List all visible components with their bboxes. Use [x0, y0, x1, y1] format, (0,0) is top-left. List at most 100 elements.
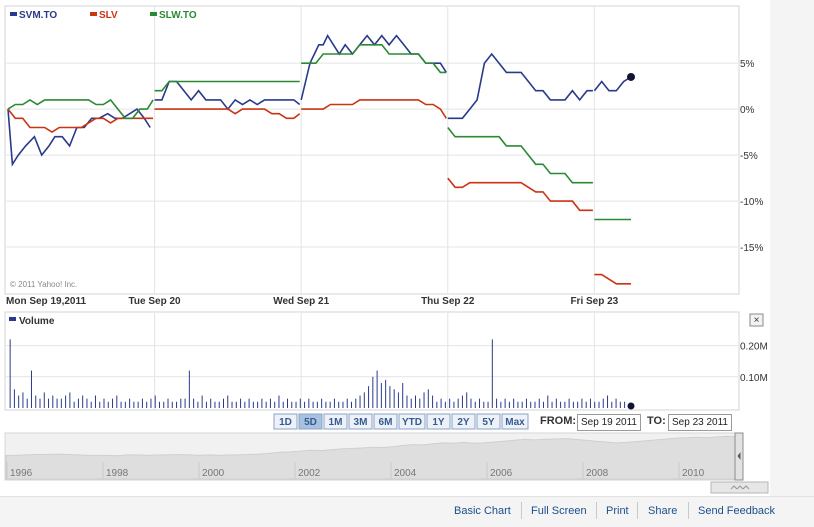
basic-chart-link[interactable]: Basic Chart [454, 505, 511, 517]
x-tick-label: Thu Sep 22 [421, 296, 475, 307]
volume-swatch [9, 317, 16, 321]
volume-last-marker [627, 402, 635, 410]
y-tick-label: 0% [740, 105, 755, 116]
footer-divider [688, 502, 689, 519]
y-axis: 5% 0% -5% -10% -15% [740, 59, 763, 254]
series-line-slw-to [154, 80, 300, 92]
volume-label: Volume [19, 316, 55, 327]
timeline-year-label: 1996 [10, 468, 33, 479]
gridlines [6, 7, 738, 293]
range-button-2y[interactable]: 2Y [451, 413, 476, 430]
timeline-years: 1996 1998 2000 2002 2004 2006 2008 2010 [6, 462, 705, 479]
range-button-label: 1M [329, 417, 343, 428]
range-button-bg [273, 413, 298, 430]
range-button-bg [426, 413, 451, 430]
footer-bar: Basic Chart Full Screen Print Share Send… [0, 496, 814, 527]
timeline-scrollbar[interactable] [710, 481, 769, 494]
timeline-year-label: 2000 [202, 468, 225, 479]
timeline-year-label: 2008 [586, 468, 609, 479]
volume-close-button[interactable]: × [749, 313, 764, 327]
send-feedback-link[interactable]: Send Feedback [698, 505, 776, 517]
range-button-label: 6M [379, 417, 393, 428]
main-plot-area [4, 5, 740, 295]
range-button-bg [373, 413, 398, 430]
y-tick-label: 5% [740, 59, 755, 70]
range-button-3m[interactable]: 3M [348, 413, 373, 430]
legend-swatch [90, 12, 97, 16]
x-tick-label: Tue Sep 20 [129, 296, 181, 307]
legend-label: SLV [99, 10, 118, 21]
range-button-bg [451, 413, 476, 430]
footer-divider [637, 502, 638, 519]
to-label: TO: [647, 415, 666, 427]
range-button-label: YTD [402, 417, 422, 428]
last-point-marker [627, 72, 635, 81]
x-tick-label: Wed Sep 21 [273, 296, 329, 307]
chart-canvas: 5% 0% -5% -10% -15% Mon Sep 19,2011 Tue Sep 2… [4, 5, 769, 494]
range-button-6m[interactable]: 6M [373, 413, 398, 430]
range-button-label: 1D [279, 417, 292, 428]
close-icon: × [754, 315, 760, 326]
range-button-1m[interactable]: 1M [323, 413, 348, 430]
series-line-svm-to [593, 76, 632, 92]
range-button-1y[interactable]: 1Y [426, 413, 451, 430]
range-button-5d[interactable]: 5D [298, 413, 323, 430]
timeline-area [5, 435, 739, 480]
scroll-grip-icon [730, 485, 750, 490]
footer-divider [596, 502, 597, 519]
range-button-bg [501, 413, 529, 430]
legend-swatch [150, 12, 157, 16]
volume-tick-label: 0.20M [740, 342, 768, 353]
range-button-label: Max [505, 417, 525, 428]
legend-label: SLW.TO [159, 10, 197, 21]
volume-y-axis: 0.20M 0.10M [740, 342, 768, 384]
range-button-max[interactable]: Max [501, 413, 529, 430]
right-gutter [770, 0, 814, 526]
y-tick-label: -10% [740, 197, 763, 208]
y-tick-label: -15% [740, 243, 763, 254]
full-screen-link[interactable]: Full Screen [531, 505, 587, 517]
range-button-label: 5D [304, 417, 317, 428]
volume-tick-label: 0.10M [740, 373, 768, 384]
range-button-label: 5Y [482, 417, 495, 428]
series-line-slv [154, 108, 301, 120]
chart-frame: 5% 0% -5% -10% -15% Mon Sep 19,2011 Tue Sep 2… [4, 0, 771, 496]
series-line-svm-to [447, 52, 593, 120]
series-line-slv [447, 177, 593, 212]
range-button-bg [476, 413, 501, 430]
from-date-input[interactable]: Sep 19 2011 [577, 414, 641, 431]
range-button-ytd[interactable]: YTD [398, 413, 426, 430]
volume-bars [9, 339, 635, 410]
volume-panel [4, 311, 740, 411]
legend-label: SVM.TO [19, 10, 57, 21]
range-buttons: 1D 5D 1M 3M 6M YTD 1Y 2Y 5Y Max [273, 413, 529, 430]
timeline-year-label: 1998 [106, 468, 129, 479]
to-date-input[interactable]: Sep 23 2011 [668, 414, 732, 431]
copyright: © 2011 Yahoo! Inc. [10, 280, 77, 289]
series-line-slw-to [7, 98, 154, 120]
range-button-1d[interactable]: 1D [273, 413, 298, 430]
footer-divider [521, 502, 522, 519]
y-tick-label: -5% [740, 151, 758, 162]
timeline-year-label: 2002 [298, 468, 321, 479]
legend-swatch [10, 12, 17, 16]
volume-gridlines [6, 313, 738, 409]
print-link[interactable]: Print [606, 505, 629, 517]
range-button-bg [348, 413, 373, 430]
x-tick-label: Fri Sep 23 [570, 296, 618, 307]
range-button-bg [323, 413, 348, 430]
range-button-label: 2Y [457, 417, 470, 428]
series-line-slv [594, 273, 631, 285]
timeline-year-label: 2006 [490, 468, 513, 479]
range-button-bg [398, 413, 426, 430]
series-line-slw-to [301, 44, 447, 74]
range-button-5y[interactable]: 5Y [476, 413, 501, 430]
x-axis: Mon Sep 19,2011 Tue Sep 20 Wed Sep 21 Thu S… [6, 296, 619, 307]
share-link[interactable]: Share [648, 505, 678, 517]
timeline-year-label: 2010 [682, 468, 705, 479]
timeline-year-label: 2004 [394, 468, 417, 479]
series-line-slw-to [447, 127, 593, 184]
legend: SVM.TO SLV SLW.TO [10, 10, 197, 21]
from-label: FROM: [540, 415, 577, 427]
handle-arrow-icon [737, 452, 741, 460]
